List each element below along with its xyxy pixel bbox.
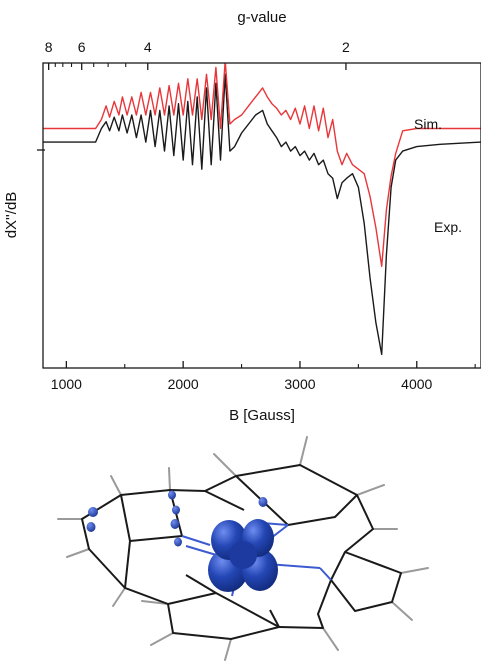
top-axis-label: g-value	[237, 9, 286, 26]
g-tick-label: 4	[144, 39, 152, 55]
top-axis-ticks: 8 6 4 2	[45, 39, 350, 70]
y-axis-label: dX''/dB	[3, 192, 20, 239]
molecule-spin-density-image	[57, 436, 429, 661]
x-axis-label: B [Gauss]	[229, 407, 295, 424]
carbon-framework	[81, 464, 402, 640]
series-sim-line	[43, 63, 481, 267]
ligand-spin-density	[86, 490, 268, 547]
x-tick-label: 4000	[401, 376, 432, 392]
sim-series-label: Sim.	[414, 116, 442, 132]
hydrogen-bonds	[57, 436, 429, 661]
metal-d-orbital-spin-density	[208, 519, 278, 592]
x-tick-label: 2000	[168, 376, 199, 392]
plot-frame	[42, 62, 481, 369]
x-tick-label: 3000	[284, 376, 315, 392]
g-tick-label: 8	[45, 39, 53, 55]
x-tick-label: 1000	[51, 376, 82, 392]
x-axis-ticks: 1000 2000 3000 4000	[51, 361, 476, 392]
g-tick-label: 2	[342, 39, 350, 55]
g-tick-label: 6	[78, 39, 86, 55]
exp-series-label: Exp.	[434, 219, 462, 235]
series-exp-line	[43, 73, 481, 356]
series-lines	[43, 63, 481, 356]
